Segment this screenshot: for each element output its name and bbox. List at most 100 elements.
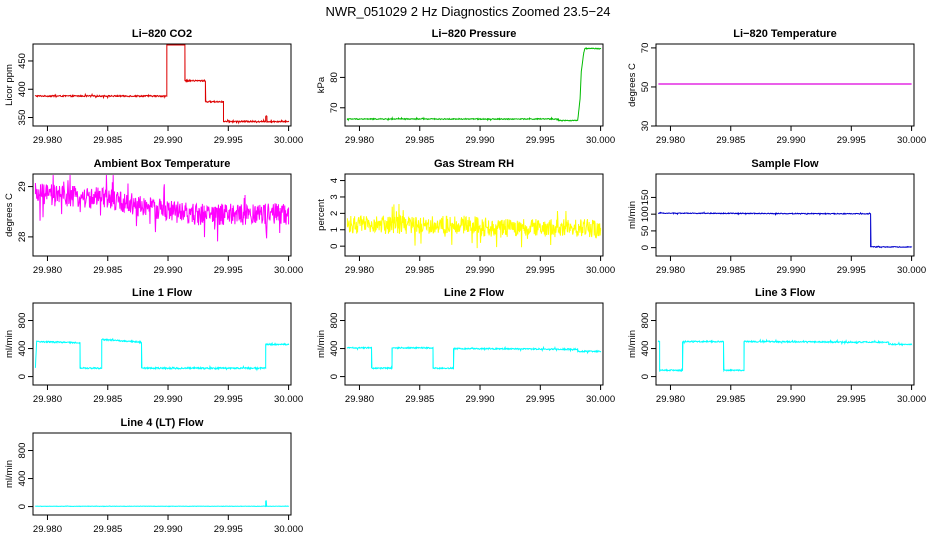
x-tick-label: 29.990 (465, 394, 494, 405)
y-tick-label: 70 (329, 102, 340, 113)
chart-panel: Li−820 CO2 29.980 29.985 29.990 29.995 30.000… (4, 28, 303, 146)
x-tick-label: 29.985 (93, 265, 122, 276)
x-tick-label: 29.980 (656, 265, 685, 276)
x-tick-label: 29.985 (93, 135, 122, 146)
plot-frame (344, 173, 604, 257)
chart-title: Li−820 Pressure (432, 28, 517, 40)
x-tick-label: 29.985 (93, 394, 122, 405)
x-tick-label: 29.980 (656, 394, 685, 405)
x-tick-label: 29.980 (656, 135, 685, 146)
x-tick-label: 30.000 (274, 265, 303, 276)
x-tick-label: 29.990 (465, 265, 494, 276)
x-tick-label: 29.990 (153, 524, 182, 535)
x-tick-label: 30.000 (274, 135, 303, 146)
y-tick-label: 0 (17, 374, 28, 379)
chart-panel: Li−820 Pressure 29.980 29.985 29.990 29.995 3… (316, 28, 615, 146)
chart-panel: Line 2 Flow 29.980 29.985 29.990 29.995 30.00… (316, 287, 615, 405)
y-tick-label: 450 (17, 53, 28, 69)
x-tick-label: 30.000 (274, 524, 303, 535)
x-tick-label: 30.000 (897, 265, 926, 276)
x-tick-label: 29.995 (214, 265, 243, 276)
y-tick-label: 400 (329, 341, 340, 357)
plot-frame (655, 43, 915, 127)
y-tick-label: 29 (17, 181, 28, 192)
y-tick-label: 0 (329, 244, 340, 249)
chart-title: Line 4 (LT) Flow (121, 417, 204, 429)
x-tick-label: 29.990 (776, 135, 805, 146)
chart-title: Ambient Box Temperature (94, 158, 231, 170)
plot-frame (655, 173, 915, 257)
y-tick-label: 0 (640, 374, 651, 379)
y-tick-label: 150 (640, 189, 651, 205)
chart-title: Li−820 CO2 (132, 28, 192, 40)
y-tick-label: 2 (329, 211, 340, 216)
y-tick-label: 350 (17, 110, 28, 126)
x-tick-label: 29.985 (716, 394, 745, 405)
figure-title: NWR_051029 2 Hz Diagnostics Zoomed 23.5−… (325, 4, 610, 19)
y-tick-label: 28 (17, 232, 28, 243)
chart-title: Gas Stream RH (434, 158, 514, 170)
y-axis-label: ml/min (4, 460, 15, 488)
chart-panel: Line 4 (LT) Flow 29.980 29.985 29.990 29.995… (4, 417, 303, 535)
y-axis-label: degrees C (4, 193, 15, 237)
chart-title: Line 2 Flow (444, 287, 504, 299)
chart-panel: Ambient Box Temperature 29.980 29.985 29.99… (4, 158, 303, 276)
plot-frame (655, 302, 915, 386)
y-tick-label: 400 (17, 81, 28, 97)
chart-panel: Sample Flow 29.980 29.985 29.990 29.995 30.00… (627, 158, 926, 276)
y-tick-label: 0 (17, 504, 28, 509)
y-axis-label: ml/min (627, 201, 638, 229)
chart-title: Sample Flow (751, 158, 819, 170)
x-tick-label: 29.980 (33, 135, 62, 146)
y-tick-label: 400 (17, 341, 28, 357)
x-tick-label: 30.000 (586, 265, 615, 276)
x-tick-label: 29.990 (153, 135, 182, 146)
x-tick-label: 29.985 (93, 524, 122, 535)
data-line (657, 338, 913, 373)
x-tick-label: 29.980 (345, 265, 374, 276)
y-axis-label: ml/min (4, 330, 15, 358)
data-line (34, 337, 290, 372)
x-tick-label: 29.985 (716, 135, 745, 146)
y-tick-label: 800 (17, 443, 28, 459)
x-tick-label: 29.995 (526, 135, 555, 146)
y-axis-label: kPa (316, 76, 327, 93)
plot-frame (344, 302, 604, 386)
y-axis-label: ml/min (627, 330, 638, 358)
x-tick-label: 29.995 (214, 524, 243, 535)
y-tick-label: 30 (640, 121, 651, 132)
x-tick-label: 30.000 (586, 135, 615, 146)
x-tick-label: 29.980 (33, 394, 62, 405)
y-tick-label: 800 (640, 313, 651, 329)
chart-title: Line 3 Flow (755, 287, 815, 299)
x-tick-label: 29.995 (837, 265, 866, 276)
x-tick-label: 29.985 (716, 265, 745, 276)
x-tick-label: 29.985 (405, 265, 434, 276)
y-tick-label: 50 (640, 82, 651, 93)
x-tick-label: 30.000 (274, 394, 303, 405)
x-tick-label: 29.985 (405, 394, 434, 405)
data-line (346, 47, 602, 122)
x-tick-label: 29.995 (837, 394, 866, 405)
y-tick-label: 0 (640, 245, 651, 250)
x-tick-label: 29.980 (345, 135, 374, 146)
data-line (34, 174, 290, 242)
x-tick-label: 30.000 (897, 394, 926, 405)
x-tick-label: 29.990 (465, 135, 494, 146)
y-tick-label: 400 (17, 471, 28, 487)
data-line (34, 500, 290, 508)
plot-frame (344, 43, 604, 127)
y-tick-label: 100 (640, 206, 651, 222)
x-tick-label: 29.995 (526, 394, 555, 405)
data-line (34, 44, 290, 125)
y-tick-label: 3 (329, 194, 340, 199)
chart-panel: Line 3 Flow 29.980 29.985 29.990 29.995 30.00… (627, 287, 926, 405)
x-tick-label: 29.995 (214, 135, 243, 146)
x-tick-label: 30.000 (897, 135, 926, 146)
y-axis-label: percent (316, 199, 327, 231)
y-axis-label: Licor ppm (4, 64, 15, 106)
plot-frame (32, 173, 292, 257)
x-tick-label: 29.980 (345, 394, 374, 405)
data-line (346, 345, 602, 371)
x-tick-label: 30.000 (586, 394, 615, 405)
